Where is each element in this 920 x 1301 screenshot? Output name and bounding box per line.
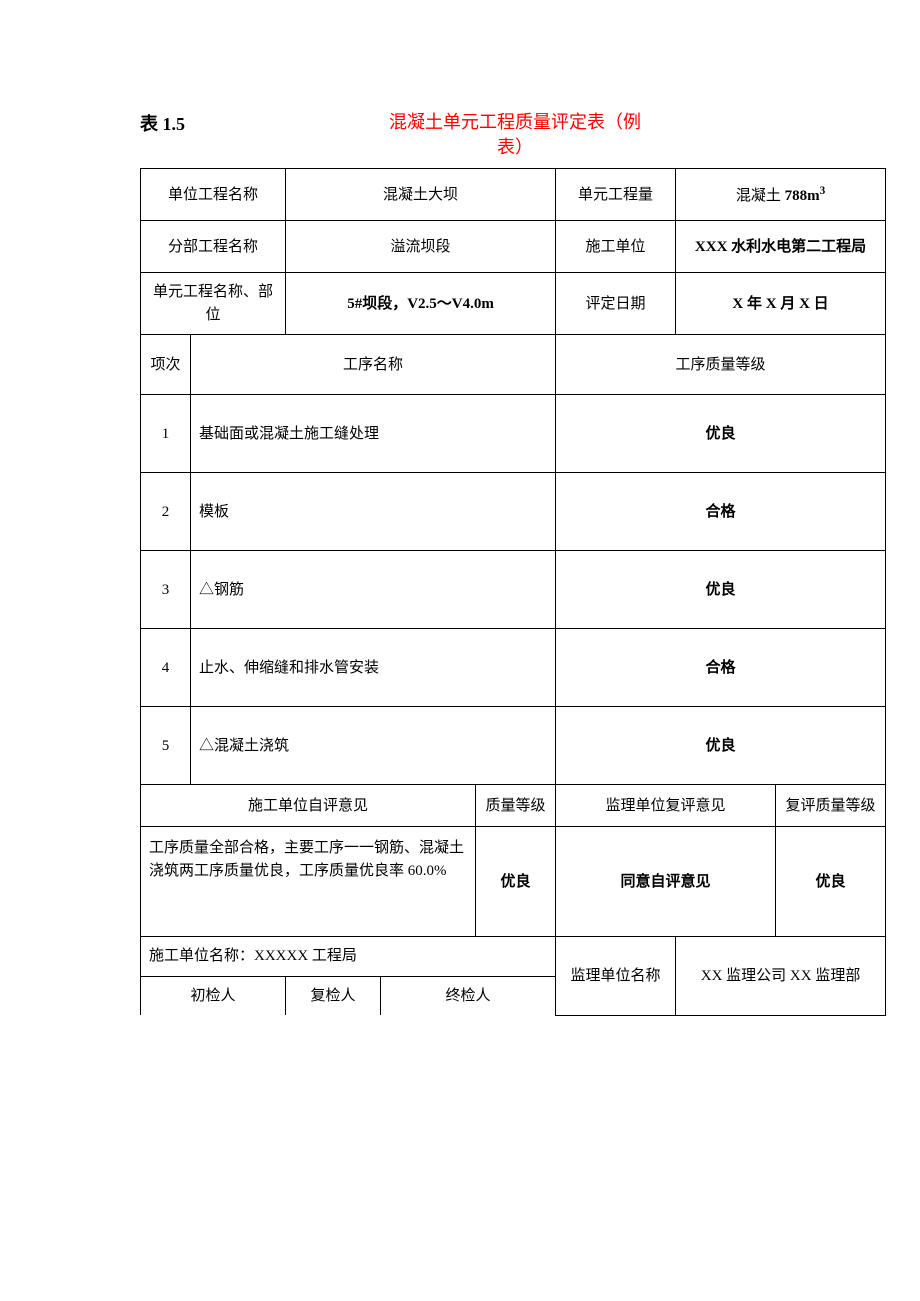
super-opinion-text: 同意自评意见 xyxy=(556,827,776,937)
title-line2: 表） xyxy=(497,137,533,157)
unit-name-part-value: 5#坝段，V2.5～V4.0m xyxy=(286,273,556,335)
table-row: 5 △混凝土浇筑 优良 xyxy=(141,707,886,785)
super-grade: 优良 xyxy=(776,827,886,937)
quality-grade-label: 质量等级 xyxy=(476,785,556,827)
super-opinion-label: 监理单位复评意见 xyxy=(556,785,776,827)
table-row: 1 基础面或混凝土施工缝处理 优良 xyxy=(141,395,886,473)
qty-prefix: 混凝土 xyxy=(736,188,785,204)
qty-number: 788m xyxy=(785,188,820,204)
table-row: 3 △钢筋 优良 xyxy=(141,551,886,629)
row-seq: 1 xyxy=(141,395,191,473)
sub-project-label: 分部工程名称 xyxy=(141,221,286,273)
row-grade: 合格 xyxy=(556,629,886,707)
row-name: 基础面或混凝土施工缝处理 xyxy=(191,395,556,473)
table-number: 表 1.5 xyxy=(140,110,290,136)
evaluation-table: 单位工程名称 混凝土大坝 单元工程量 混凝土 788m3 分部工程名称 溢流坝段… xyxy=(140,168,886,1016)
col-process-name: 工序名称 xyxy=(191,335,556,395)
title-line1: 混凝土单元工程质量评定表（例 xyxy=(389,112,641,132)
re-quality-grade-label: 复评质量等级 xyxy=(776,785,886,827)
col-process-quality: 工序质量等级 xyxy=(556,335,886,395)
row-grade: 优良 xyxy=(556,551,886,629)
unit-qty-label: 单元工程量 xyxy=(556,169,676,221)
row-name: △混凝土浇筑 xyxy=(191,707,556,785)
unit-project-value: 混凝土大坝 xyxy=(286,169,556,221)
row-seq: 4 xyxy=(141,629,191,707)
construction-unit-name: 施工单位名称：XXXXX 工程局 xyxy=(141,937,556,977)
self-opinion-text: 工序质量全部合格，主要工序一一钢筋、混凝土浇筑两工序质量优良，工序质量优良率 6… xyxy=(141,827,476,937)
table-row: 2 模板 合格 xyxy=(141,473,886,551)
eval-date-label: 评定日期 xyxy=(556,273,676,335)
row-name: 模板 xyxy=(191,473,556,551)
row-grade: 优良 xyxy=(556,395,886,473)
initial-inspector: 初检人 xyxy=(141,976,286,1015)
row-grade: 优良 xyxy=(556,707,886,785)
unit-qty-value: 混凝土 788m3 xyxy=(676,169,886,221)
supervisor-unit-value: XX 监理公司 XX 监理部 xyxy=(676,937,886,1016)
table-title: 混凝土单元工程质量评定表（例 表） xyxy=(290,110,780,160)
eval-date-value: X 年 X 月 X 日 xyxy=(676,273,886,335)
col-seq: 项次 xyxy=(141,335,191,395)
qty-sup: 3 xyxy=(820,185,826,197)
final-inspector: 终检人 xyxy=(381,976,556,1015)
unit-name-part-label: 单元工程名称、部位 xyxy=(141,273,286,335)
row-seq: 2 xyxy=(141,473,191,551)
row-seq: 5 xyxy=(141,707,191,785)
construction-unit-label: 施工单位 xyxy=(556,221,676,273)
row-seq: 3 xyxy=(141,551,191,629)
title-row: 表 1.5 混凝土单元工程质量评定表（例 表） xyxy=(140,110,780,160)
supervisor-unit-label: 监理单位名称 xyxy=(556,937,676,1016)
self-opinion-label: 施工单位自评意见 xyxy=(141,785,476,827)
self-grade: 优良 xyxy=(476,827,556,937)
row-name: 止水、伸缩缝和排水管安装 xyxy=(191,629,556,707)
re-inspector: 复检人 xyxy=(286,976,381,1015)
sub-project-value: 溢流坝段 xyxy=(286,221,556,273)
table-row: 4 止水、伸缩缝和排水管安装 合格 xyxy=(141,629,886,707)
construction-unit-value: XXX 水利水电第二工程局 xyxy=(676,221,886,273)
row-grade: 合格 xyxy=(556,473,886,551)
row-name: △钢筋 xyxy=(191,551,556,629)
unit-project-label: 单位工程名称 xyxy=(141,169,286,221)
